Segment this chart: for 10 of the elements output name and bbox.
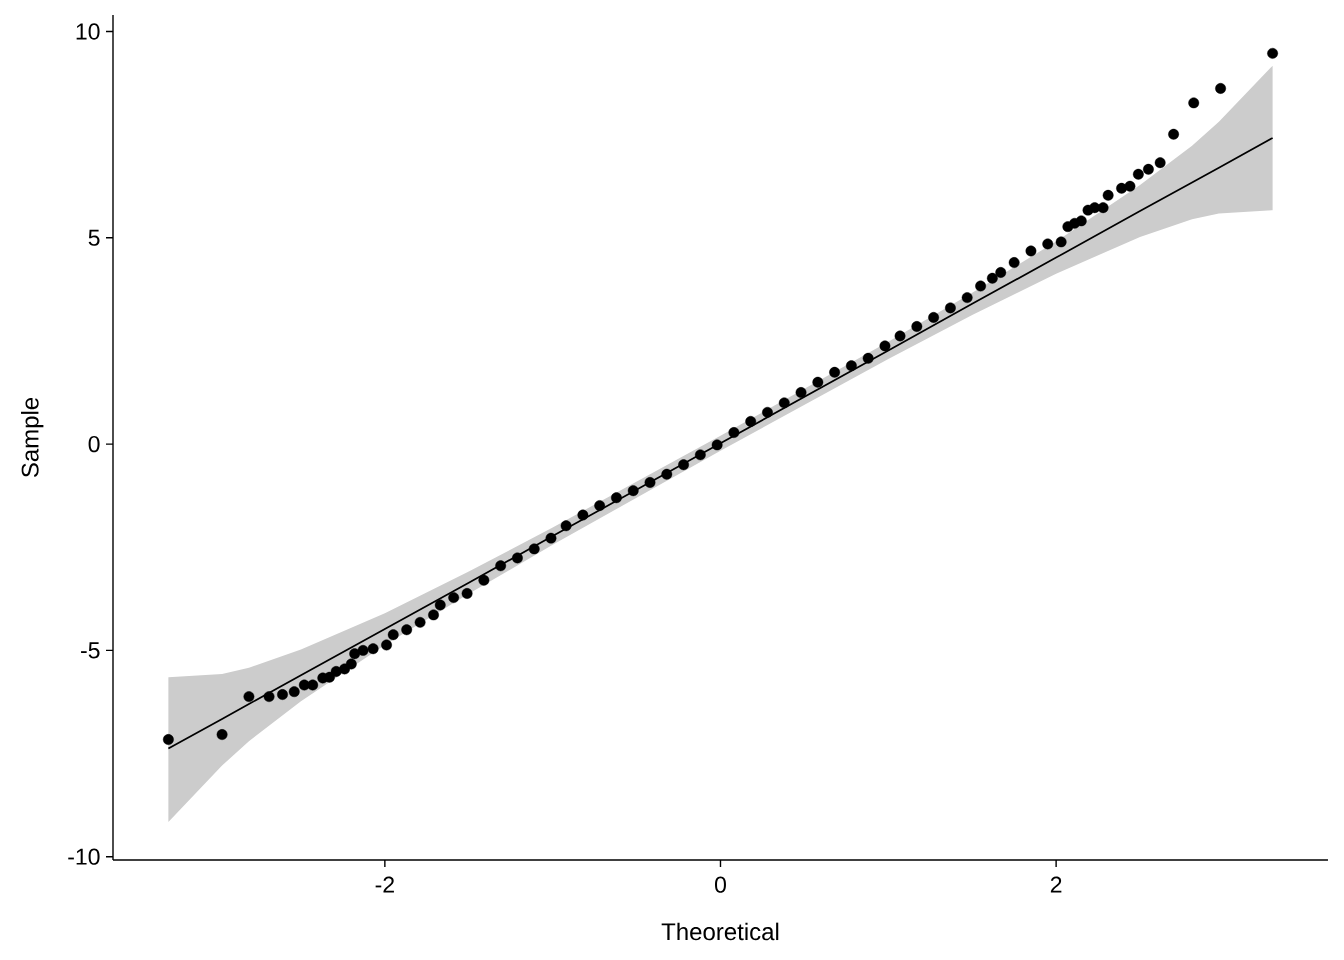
x-tick-label: 0 [715,876,726,893]
y-axis-title: Sample [21,397,44,478]
y-tick-label: 5 [88,229,100,246]
x-axis-title: Theoretical [661,922,779,941]
y-tick-label: 0 [88,435,100,453]
x-tick-label: 2 [1050,876,1062,893]
y-tick-label: -5 [81,642,100,659]
x-tick-label: -2 [375,876,394,893]
y-tick-label: 10 [76,23,100,40]
y-tick-label: -10 [68,848,100,865]
